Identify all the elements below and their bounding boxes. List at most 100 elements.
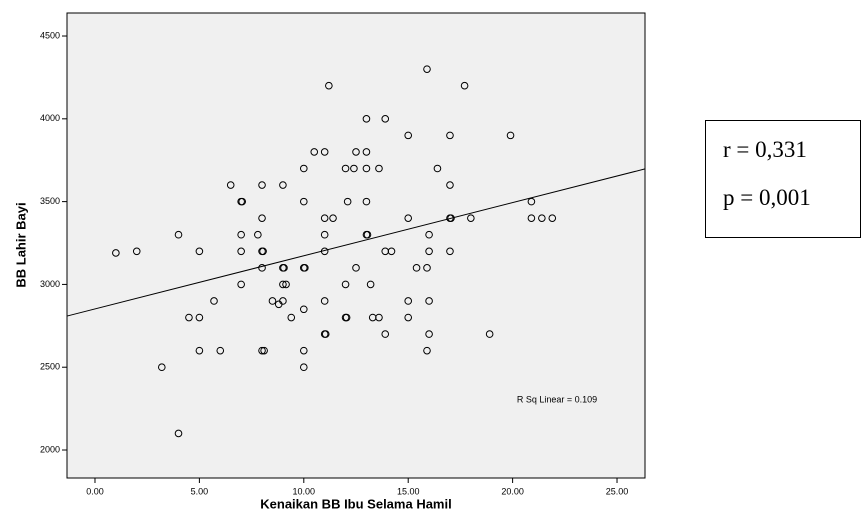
point bbox=[362, 197, 371, 206]
point bbox=[282, 280, 290, 289]
x-tick-label: 0.00 bbox=[86, 486, 104, 496]
point bbox=[447, 214, 455, 222]
point bbox=[287, 313, 296, 322]
x-tick-label: 5.00 bbox=[191, 486, 209, 496]
point bbox=[362, 164, 371, 173]
point bbox=[412, 264, 421, 272]
point bbox=[341, 164, 350, 173]
point bbox=[467, 214, 475, 222]
y-axis-label: BB Lahir Bayi bbox=[13, 202, 28, 287]
point bbox=[185, 313, 193, 322]
x-tick-label: 15.00 bbox=[397, 486, 420, 496]
point bbox=[425, 297, 433, 305]
point bbox=[320, 214, 329, 222]
point bbox=[279, 181, 287, 189]
point bbox=[112, 249, 120, 257]
x-axis-label: Kenaikan BB Ibu Selama Hamil bbox=[260, 496, 451, 511]
y-tick-label: 2500 bbox=[40, 362, 60, 372]
point bbox=[425, 247, 433, 256]
y-tick-label: 4500 bbox=[40, 30, 60, 40]
point bbox=[260, 346, 268, 355]
point bbox=[460, 81, 469, 90]
point bbox=[258, 214, 266, 222]
point bbox=[341, 280, 350, 289]
y-tick-label: 4000 bbox=[40, 113, 60, 123]
point bbox=[404, 214, 413, 222]
point bbox=[381, 115, 390, 123]
point bbox=[404, 131, 413, 140]
point bbox=[352, 264, 360, 272]
point bbox=[350, 164, 358, 173]
point bbox=[195, 313, 204, 322]
point bbox=[195, 346, 204, 355]
point bbox=[299, 346, 308, 355]
point bbox=[237, 280, 245, 289]
stat-p: p = 0,001 bbox=[723, 185, 811, 210]
point bbox=[404, 313, 413, 322]
point bbox=[446, 181, 454, 189]
point bbox=[195, 247, 204, 256]
point bbox=[280, 264, 288, 272]
point bbox=[321, 330, 330, 338]
point bbox=[238, 197, 246, 206]
point bbox=[299, 363, 308, 372]
y-tick-label: 3500 bbox=[40, 196, 60, 206]
point bbox=[268, 297, 277, 305]
point bbox=[375, 313, 383, 322]
point bbox=[258, 264, 266, 272]
y-tick-label: 2000 bbox=[40, 444, 60, 454]
point bbox=[425, 330, 433, 338]
point bbox=[320, 148, 329, 156]
point bbox=[362, 148, 371, 156]
point bbox=[320, 230, 329, 239]
point bbox=[366, 280, 375, 289]
annotation: R Sq Linear = 0.109 bbox=[517, 394, 597, 404]
point bbox=[404, 297, 413, 305]
point bbox=[343, 197, 352, 206]
point bbox=[237, 230, 245, 239]
point bbox=[226, 181, 235, 189]
point bbox=[299, 164, 308, 173]
point bbox=[387, 247, 396, 256]
point bbox=[446, 247, 454, 256]
point bbox=[310, 148, 319, 156]
point bbox=[506, 131, 515, 140]
point bbox=[527, 214, 536, 222]
plot-area bbox=[66, 12, 646, 479]
x-tick-label: 25.00 bbox=[606, 486, 629, 496]
point bbox=[216, 346, 225, 355]
point bbox=[174, 230, 183, 239]
point bbox=[174, 429, 183, 438]
point bbox=[258, 346, 266, 355]
point bbox=[423, 65, 431, 73]
point bbox=[237, 247, 245, 256]
stat-r: r = 0,331 bbox=[723, 137, 807, 162]
y-tick-label: 3000 bbox=[40, 279, 60, 289]
point bbox=[329, 214, 337, 222]
point bbox=[132, 247, 141, 256]
point bbox=[299, 305, 308, 314]
point bbox=[363, 230, 372, 239]
point bbox=[279, 280, 287, 289]
point bbox=[301, 264, 309, 272]
point bbox=[158, 363, 166, 372]
stats-box: r = 0,331 p = 0,001 bbox=[705, 120, 861, 238]
point bbox=[279, 297, 287, 305]
point bbox=[258, 181, 266, 189]
fit-line bbox=[66, 168, 646, 317]
point bbox=[433, 164, 442, 173]
point bbox=[325, 81, 333, 90]
point bbox=[299, 197, 308, 206]
point bbox=[425, 230, 433, 239]
point bbox=[381, 330, 390, 338]
point bbox=[538, 214, 546, 222]
point bbox=[210, 297, 218, 305]
point bbox=[352, 148, 360, 156]
x-tick-label: 20.00 bbox=[501, 486, 524, 496]
point bbox=[342, 313, 351, 322]
point bbox=[259, 247, 267, 256]
point bbox=[375, 164, 383, 173]
point bbox=[254, 230, 262, 239]
point bbox=[485, 330, 494, 338]
